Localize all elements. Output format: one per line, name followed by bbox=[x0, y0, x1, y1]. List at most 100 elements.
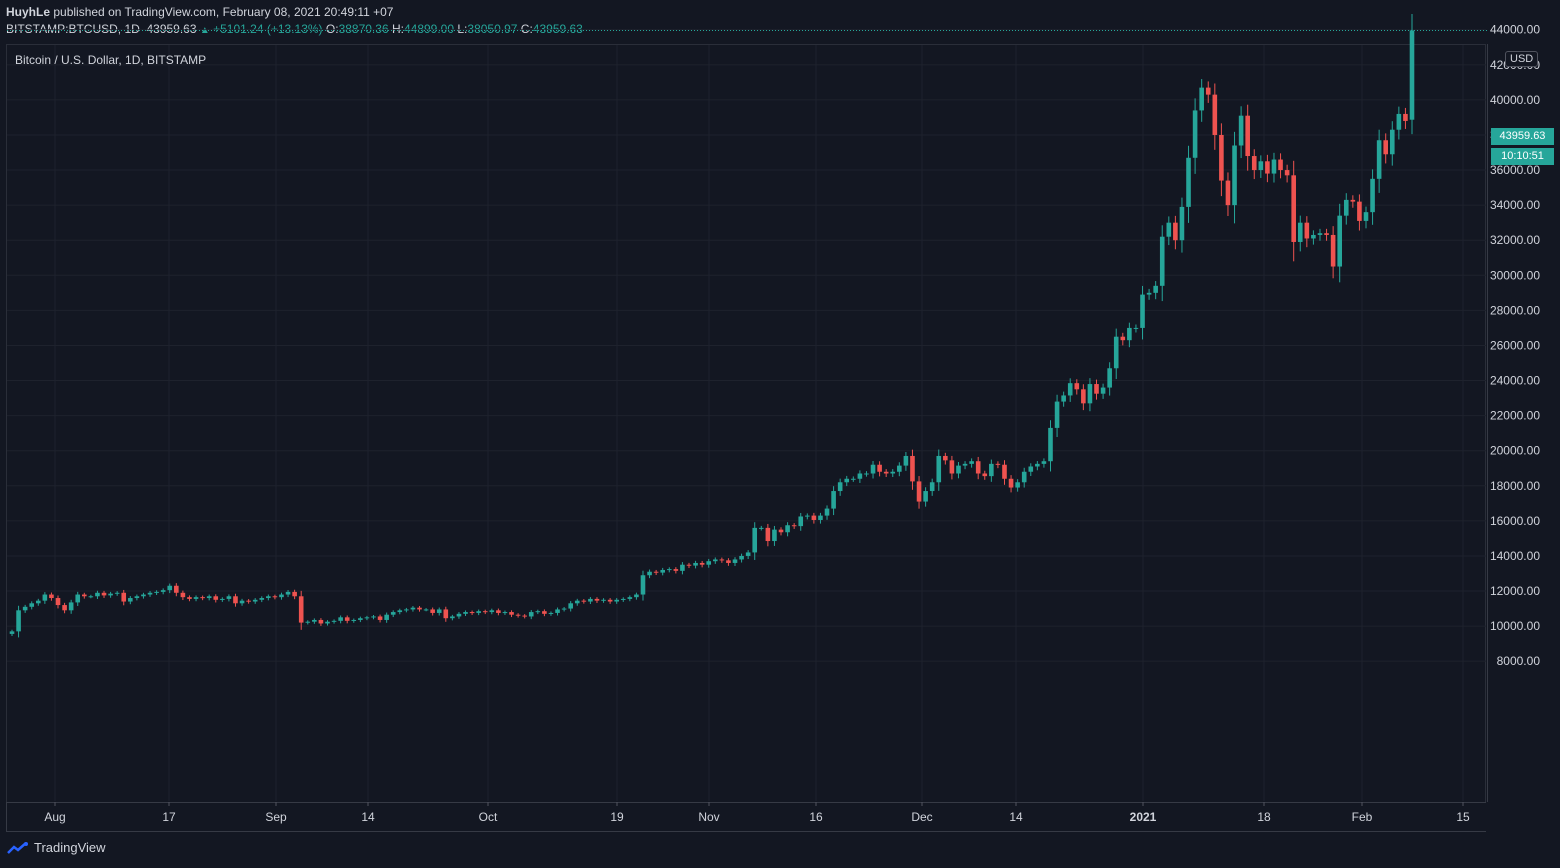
candle-body bbox=[1376, 140, 1382, 179]
candle-body bbox=[607, 599, 613, 602]
candle-body bbox=[574, 600, 580, 604]
candle-body bbox=[358, 618, 363, 620]
low-label: L: bbox=[457, 22, 468, 36]
candle-body bbox=[331, 620, 337, 622]
time-axis-label: Nov bbox=[698, 810, 719, 824]
candle-body bbox=[226, 596, 232, 599]
candle-body bbox=[371, 616, 376, 618]
candle-body bbox=[634, 594, 639, 598]
candle-body bbox=[187, 597, 192, 599]
chart-pane[interactable] bbox=[6, 44, 1486, 802]
candle-body bbox=[1205, 87, 1211, 95]
candle-body bbox=[726, 560, 731, 563]
candle-body bbox=[1146, 292, 1152, 295]
time-axis-label: Oct bbox=[479, 810, 498, 824]
candle-body bbox=[1159, 236, 1165, 286]
candle-body bbox=[489, 610, 495, 613]
candle-body bbox=[1251, 156, 1257, 171]
candle-body bbox=[765, 527, 771, 542]
time-axis-label: Dec bbox=[911, 810, 932, 824]
candle-body bbox=[68, 602, 74, 611]
candle-body bbox=[344, 617, 350, 621]
candle-body bbox=[831, 491, 836, 509]
candle-body bbox=[377, 616, 383, 620]
time-axis-label: 16 bbox=[809, 810, 823, 824]
time-axis-label: 15 bbox=[1456, 810, 1470, 824]
candle-body bbox=[114, 592, 120, 594]
candle-body bbox=[837, 482, 843, 492]
candle-body bbox=[1015, 482, 1020, 488]
candle-body bbox=[55, 598, 61, 606]
time-axis[interactable] bbox=[6, 802, 1486, 832]
ohlc-legend: BITSTAMP:BTCUSD, 1D 43959.63 ▲ +5101.24 … bbox=[6, 22, 583, 36]
time-axis-label: Feb bbox=[1352, 810, 1373, 824]
candle-body bbox=[581, 600, 587, 602]
candle-body bbox=[811, 515, 817, 520]
chart-title: Bitcoin / U.S. Dollar, 1D, BITSTAMP bbox=[15, 53, 207, 67]
candle-body bbox=[220, 598, 225, 600]
candle-body bbox=[1166, 222, 1172, 237]
price-axis-label: 20000.00 bbox=[1490, 444, 1540, 458]
candle-body bbox=[193, 597, 199, 599]
candle-body bbox=[1363, 212, 1369, 221]
candle-body bbox=[305, 621, 311, 623]
candle-body bbox=[42, 594, 48, 601]
published-text: published on TradingView.com, February 0… bbox=[53, 5, 394, 19]
candle-body bbox=[233, 596, 238, 604]
candle-body bbox=[1113, 336, 1119, 369]
price-axis[interactable] bbox=[1487, 44, 1560, 802]
candle-body bbox=[9, 631, 15, 634]
candle-body bbox=[758, 527, 764, 529]
candle-body bbox=[469, 612, 475, 614]
candle-body bbox=[1100, 387, 1106, 394]
candle-body bbox=[706, 561, 712, 565]
candle-body bbox=[384, 614, 389, 620]
candle-body bbox=[962, 463, 968, 466]
candle-body bbox=[1120, 336, 1126, 341]
candle-body bbox=[1396, 113, 1402, 130]
candle-body bbox=[535, 611, 541, 613]
candle-body bbox=[1258, 161, 1264, 171]
candle-body bbox=[923, 491, 928, 502]
currency-badge[interactable]: USD bbox=[1505, 51, 1539, 67]
symbol-label[interactable]: BITSTAMP:BTCUSD, 1D bbox=[6, 22, 140, 36]
candle-body bbox=[174, 585, 179, 593]
candle-body bbox=[1035, 463, 1040, 467]
candle-body bbox=[75, 594, 81, 603]
time-axis-label: Sep bbox=[265, 810, 287, 824]
candle-body bbox=[1094, 384, 1099, 394]
price-axis-label: 18000.00 bbox=[1490, 479, 1540, 493]
candle-body bbox=[101, 592, 107, 596]
price-axis-label: 14000.00 bbox=[1490, 549, 1540, 563]
candle-body bbox=[476, 611, 481, 613]
candle-body bbox=[298, 596, 304, 623]
candle-body bbox=[312, 619, 317, 622]
candle-body bbox=[805, 515, 810, 517]
open-value: 38870.36 bbox=[338, 22, 389, 36]
candle-body bbox=[528, 612, 534, 617]
candle-body bbox=[108, 593, 113, 596]
candle-body bbox=[509, 612, 514, 615]
candle-body bbox=[502, 612, 508, 614]
candle-body bbox=[390, 612, 396, 615]
candle-body bbox=[266, 596, 271, 599]
price-axis-label: 26000.00 bbox=[1490, 338, 1540, 352]
candle-body bbox=[660, 569, 666, 573]
candle-body bbox=[1199, 87, 1204, 111]
price-axis-label: 12000.00 bbox=[1490, 584, 1540, 598]
price-axis-label: 46000.00 bbox=[1490, 0, 1540, 2]
candle-body bbox=[627, 597, 633, 599]
candle-body bbox=[16, 610, 21, 632]
candle-body bbox=[1173, 222, 1178, 241]
candle-body bbox=[239, 600, 245, 604]
candle-body bbox=[653, 571, 659, 573]
candle-body bbox=[666, 569, 672, 571]
footer-brand[interactable]: TradingView bbox=[6, 840, 106, 855]
price-axis-label: 40000.00 bbox=[1490, 93, 1540, 107]
author-name[interactable]: HuyhLe bbox=[6, 5, 51, 19]
candle-body bbox=[35, 600, 41, 604]
price-axis-label: 34000.00 bbox=[1490, 198, 1540, 212]
candle-body bbox=[903, 455, 909, 466]
candle-body bbox=[1383, 140, 1389, 155]
